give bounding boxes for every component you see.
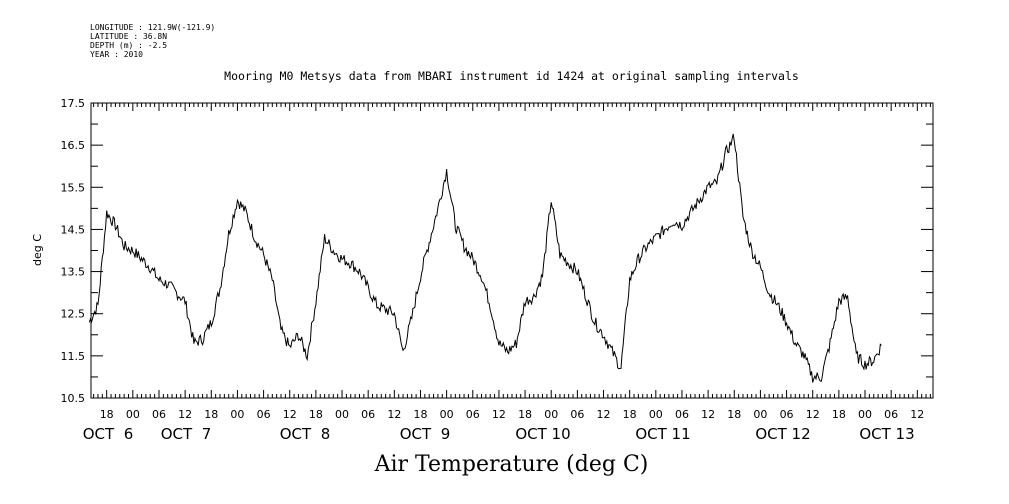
x-date-label: OCT 11 [635, 425, 690, 443]
x-hour-label: 06 [361, 408, 375, 421]
metadata-block: LONGITUDE : 121.9W(-121.9) LATITUDE : 36… [90, 23, 215, 59]
x-hour-label: 00 [649, 408, 663, 421]
x-date-label: OCT 10 [515, 425, 570, 443]
x-hour-label: 18 [413, 408, 427, 421]
y-tick-label: 16.5 [61, 139, 86, 152]
x-date-label: OCT 6 [83, 425, 134, 443]
x-hour-label: 12 [910, 408, 924, 421]
latitude-label: LATITUDE : 36.8N [90, 32, 168, 41]
x-hour-label: 06 [466, 408, 480, 421]
y-tick-label: 13.5 [61, 266, 86, 279]
x-hour-label: 06 [780, 408, 794, 421]
x-hour-label: 06 [152, 408, 166, 421]
x-hour-label: 12 [806, 408, 820, 421]
x-hour-label: 00 [440, 408, 454, 421]
y-tick-label: 15.5 [61, 181, 86, 194]
x-hour-label: 18 [309, 408, 323, 421]
x-hour-label: 06 [257, 408, 271, 421]
x-axis-label: Air Temperature (deg C) [374, 452, 649, 477]
x-hour-label: 00 [753, 408, 767, 421]
x-hour-label: 12 [597, 408, 611, 421]
x-hour-label: 06 [570, 408, 584, 421]
x-hour-label: 12 [701, 408, 715, 421]
x-hour-label: 06 [675, 408, 689, 421]
x-hour-label: 12 [387, 408, 401, 421]
chart-title: Mooring M0 Metsys data from MBARI instru… [224, 69, 799, 83]
series-line-air-temperature [88, 133, 882, 383]
x-date-label: OCT 9 [400, 425, 451, 443]
y-tick-label: 17.5 [61, 97, 86, 110]
x-hour-label: 06 [884, 408, 898, 421]
x-ticks: 18 00 06 12 18 00 06 12 18 00 06 12 18 00 06 12 18 00 06 12… [83, 103, 931, 443]
y-axis-label: deg C [31, 234, 44, 266]
x-hour-label: 18 [727, 408, 741, 421]
longitude-label: LONGITUDE : 121.9W(-121.9) [90, 23, 216, 32]
x-hour-label: 12 [178, 408, 192, 421]
x-hour-label: 00 [126, 408, 140, 421]
x-hour-label: 12 [283, 408, 297, 421]
x-hour-label: 18 [204, 408, 218, 421]
x-hour-label: 00 [230, 408, 244, 421]
x-hour-label: 18 [100, 408, 114, 421]
x-date-label: OCT 13 [859, 425, 914, 443]
x-hour-label: 00 [858, 408, 872, 421]
plot-frame [90, 102, 934, 399]
x-hour-label: 18 [832, 408, 846, 421]
y-tick-label: 11.5 [61, 350, 86, 363]
y-tick-label: 14.5 [61, 223, 86, 236]
year-label: YEAR : 2010 [90, 50, 143, 59]
y-tick-label: 10.5 [61, 392, 86, 405]
x-date-label: OCT 12 [755, 425, 810, 443]
y-tick-label: 12.5 [61, 308, 86, 321]
x-date-label: OCT 7 [161, 425, 212, 443]
x-hour-label: 00 [544, 408, 558, 421]
y-ticks: 10.5 11.5 12.5 13.5 14.5 15.5 16.5 17.5 [61, 97, 933, 405]
x-date-label: OCT 8 [280, 425, 331, 443]
x-hour-label: 00 [335, 408, 349, 421]
depth-label: DEPTH (m) : -2.5 [90, 41, 168, 50]
x-hour-label: 18 [518, 408, 532, 421]
x-hour-label: 12 [492, 408, 506, 421]
x-hour-label: 18 [623, 408, 637, 421]
